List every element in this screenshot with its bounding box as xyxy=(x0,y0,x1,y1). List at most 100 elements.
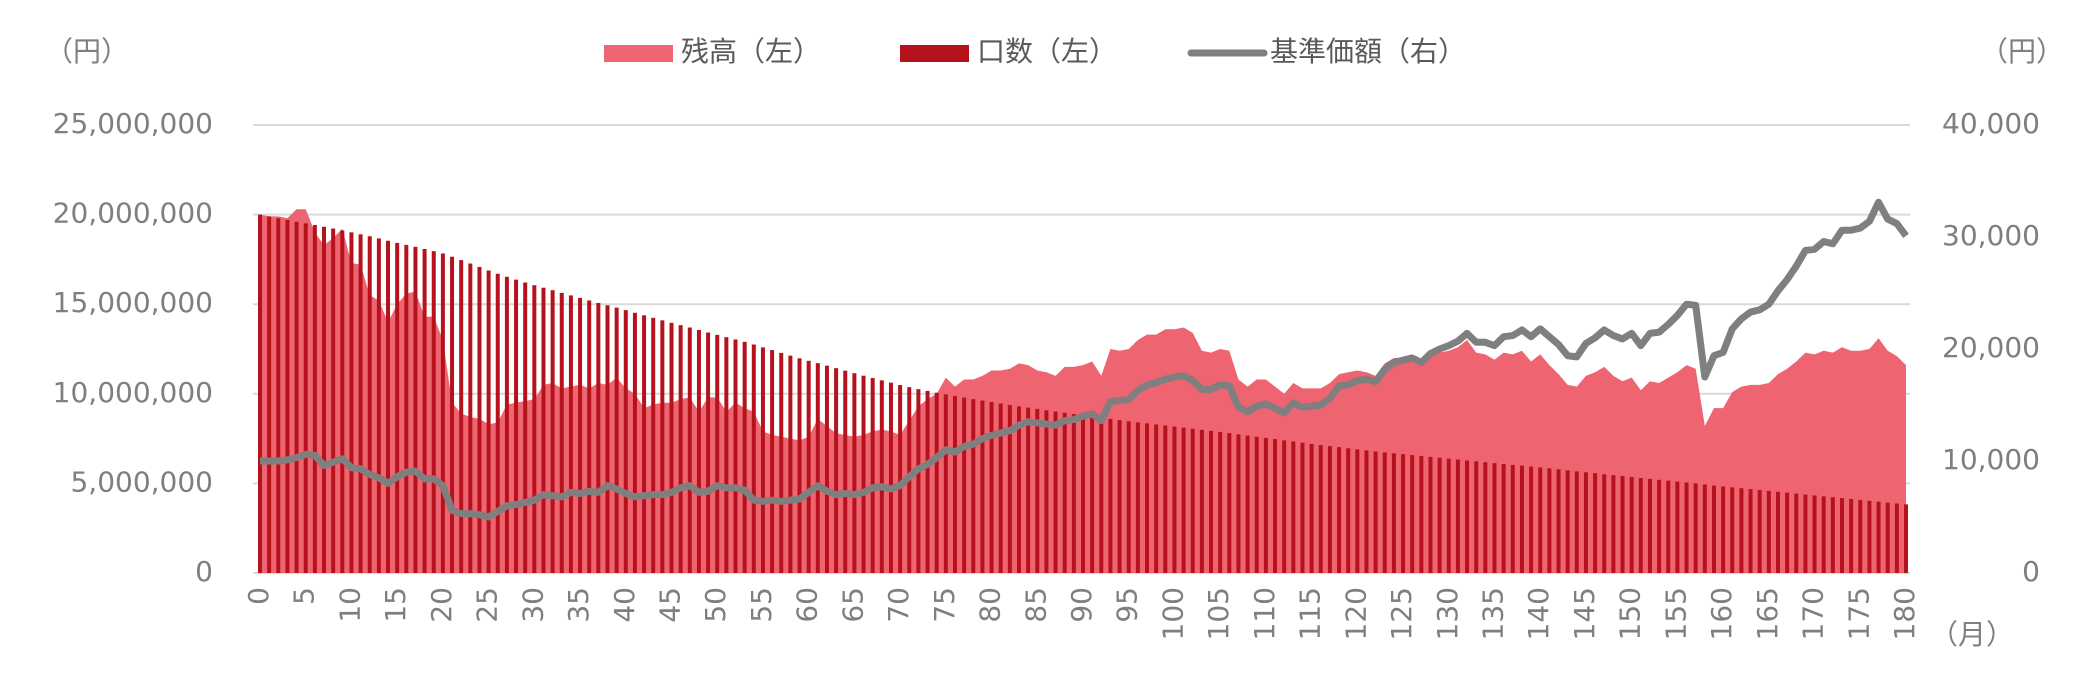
y-tick-label: 20,000,000 xyxy=(53,197,213,230)
x-tick-label: 180 xyxy=(1888,587,1921,640)
bar xyxy=(541,287,546,573)
bar xyxy=(395,242,400,573)
bar xyxy=(1858,499,1863,573)
bar xyxy=(1337,447,1342,573)
bar xyxy=(962,397,967,573)
bar xyxy=(1364,450,1369,573)
bar xyxy=(925,390,930,573)
bar xyxy=(1529,466,1534,573)
y-tick-label: 5,000,000 xyxy=(70,465,213,498)
bar xyxy=(1730,487,1735,573)
bar xyxy=(559,292,564,573)
x-tick-label: 90 xyxy=(1065,587,1098,623)
bar xyxy=(916,389,921,573)
bar xyxy=(1016,406,1021,573)
bar xyxy=(797,358,802,573)
legend-label: 残高（左） xyxy=(681,35,821,68)
bar xyxy=(1245,435,1250,573)
bar xyxy=(1455,459,1460,573)
bar xyxy=(989,402,994,573)
y-unit-left: （円） xyxy=(45,35,129,68)
bar xyxy=(1081,415,1085,573)
bar xyxy=(1812,495,1817,573)
x-tick-label: 150 xyxy=(1614,587,1647,640)
legend-label: 口数（左） xyxy=(977,35,1117,68)
bar xyxy=(1757,490,1762,573)
bar xyxy=(1382,452,1387,573)
bar xyxy=(1273,439,1278,573)
bar xyxy=(285,219,290,573)
bar xyxy=(1638,478,1643,573)
bar xyxy=(605,305,610,573)
y2-tick-label: 0 xyxy=(2022,555,2040,588)
bar xyxy=(303,223,308,573)
y-tick-label: 15,000,000 xyxy=(53,286,213,319)
bar xyxy=(1236,434,1241,573)
bar xyxy=(1867,500,1872,573)
bar xyxy=(1830,497,1835,573)
x-tick-label: 165 xyxy=(1751,587,1784,640)
bar xyxy=(706,332,711,573)
bar xyxy=(1583,472,1588,573)
bar xyxy=(367,236,372,573)
y2-tick-label: 10,000 xyxy=(1942,443,2040,476)
x-tick-label: 0 xyxy=(242,587,275,605)
bar xyxy=(312,224,317,574)
bar xyxy=(678,325,683,573)
x-tick-label: 120 xyxy=(1339,587,1372,640)
bar xyxy=(879,380,884,573)
bar xyxy=(1821,496,1826,573)
bar xyxy=(669,322,674,573)
bar xyxy=(1711,485,1716,573)
x-tick-label: 10 xyxy=(333,587,366,623)
bar xyxy=(1391,453,1396,573)
bar xyxy=(1839,498,1844,573)
bar xyxy=(450,256,455,573)
bar xyxy=(1647,478,1652,573)
bar xyxy=(578,297,583,573)
bar xyxy=(1547,468,1552,573)
bar xyxy=(486,270,491,573)
bar xyxy=(1346,448,1351,573)
bar xyxy=(294,221,299,573)
bar xyxy=(1611,475,1616,573)
bar xyxy=(440,253,445,574)
bar xyxy=(1199,429,1204,573)
bar xyxy=(1145,423,1150,573)
bar xyxy=(1254,436,1259,573)
bar xyxy=(1465,460,1470,573)
x-tick-label: 105 xyxy=(1202,587,1235,640)
bar xyxy=(459,260,464,573)
x-tick-label: 85 xyxy=(1019,587,1052,623)
x-tick-label: 115 xyxy=(1294,587,1327,640)
bar xyxy=(1794,493,1799,573)
bar xyxy=(1876,501,1881,573)
bar xyxy=(1620,476,1625,573)
bar xyxy=(843,370,848,573)
bar xyxy=(1849,498,1854,573)
x-tick-label: 80 xyxy=(974,587,1007,623)
bar xyxy=(276,218,281,573)
bar xyxy=(1035,408,1040,573)
bar xyxy=(1026,407,1031,573)
x-tick-label: 135 xyxy=(1477,587,1510,640)
bar xyxy=(1556,469,1561,573)
bar xyxy=(1803,494,1808,573)
bar xyxy=(1629,476,1634,573)
bar xyxy=(1117,420,1122,573)
bar xyxy=(1135,422,1140,573)
bar xyxy=(806,360,811,573)
bar xyxy=(1401,454,1406,573)
x-tick-label: 35 xyxy=(562,587,595,623)
bar xyxy=(514,279,519,573)
bar xyxy=(1437,457,1442,573)
bar xyxy=(1574,471,1579,573)
bar xyxy=(1172,426,1177,573)
bar xyxy=(340,230,345,573)
bar xyxy=(495,273,500,573)
y2-tick-label: 20,000 xyxy=(1942,331,2040,364)
bar xyxy=(834,368,839,573)
bar xyxy=(477,266,482,573)
x-tick-label: 110 xyxy=(1248,587,1281,640)
